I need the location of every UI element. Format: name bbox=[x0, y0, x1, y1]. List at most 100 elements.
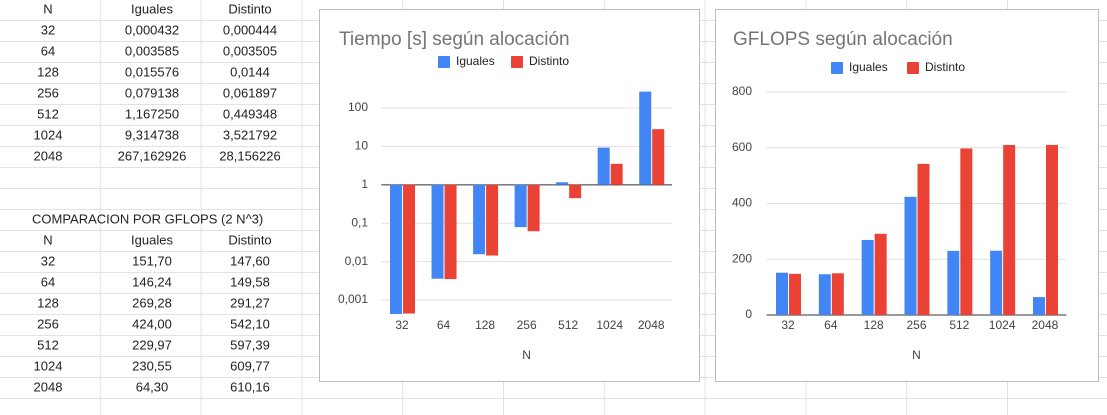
cell-text[interactable]: 3,521792 bbox=[223, 127, 277, 142]
bar[interactable] bbox=[390, 184, 403, 315]
y-tick-label: 0,01 bbox=[345, 254, 369, 268]
bar[interactable] bbox=[960, 148, 973, 315]
bar[interactable] bbox=[527, 184, 540, 232]
bar[interactable] bbox=[1045, 144, 1058, 315]
x-tick-label: 256 bbox=[906, 318, 926, 332]
cell-text[interactable]: 267,162926 bbox=[118, 148, 187, 163]
cell-text[interactable]: 1024 bbox=[34, 358, 63, 373]
table-title[interactable]: COMPARACION POR GFLOPS (2 N^3) bbox=[32, 211, 263, 226]
cell-text[interactable]: 0,003505 bbox=[223, 43, 277, 58]
x-tick-label: 1024 bbox=[989, 318, 1016, 332]
legend-label[interactable]: Distinto bbox=[529, 54, 569, 68]
cell-text[interactable]: Iguales bbox=[131, 1, 173, 16]
cell-text[interactable]: 512 bbox=[37, 106, 59, 121]
cell-text[interactable]: 147,60 bbox=[230, 253, 270, 268]
cell-text[interactable]: 9,314738 bbox=[125, 127, 179, 142]
bar[interactable] bbox=[569, 184, 582, 199]
legend-swatch[interactable] bbox=[511, 56, 523, 68]
cell-text[interactable]: 609,77 bbox=[230, 358, 270, 373]
cell-text[interactable]: 424,00 bbox=[132, 316, 172, 331]
chart-frame[interactable] bbox=[319, 9, 700, 382]
bar[interactable] bbox=[639, 91, 652, 185]
bar[interactable] bbox=[473, 184, 486, 255]
bar[interactable] bbox=[861, 239, 874, 315]
cell-text[interactable]: 2048 bbox=[34, 379, 63, 394]
cell-text[interactable]: Distinto bbox=[228, 232, 271, 247]
bar[interactable] bbox=[990, 250, 1003, 315]
legend-label[interactable]: Iguales bbox=[849, 60, 888, 74]
x-tick-label: 2048 bbox=[638, 318, 665, 332]
cell-text[interactable]: N bbox=[43, 1, 52, 16]
cell-text[interactable]: 1024 bbox=[34, 127, 63, 142]
x-tick-label: 1024 bbox=[596, 318, 623, 332]
cell-text[interactable]: 230,55 bbox=[132, 358, 172, 373]
bar[interactable] bbox=[904, 196, 917, 315]
cell-text[interactable]: N bbox=[43, 232, 52, 247]
cell-text[interactable]: 2048 bbox=[34, 148, 63, 163]
x-tick-label: 64 bbox=[824, 318, 838, 332]
legend-swatch[interactable] bbox=[907, 62, 919, 74]
bar[interactable] bbox=[652, 129, 665, 185]
x-tick-label: 2048 bbox=[1032, 318, 1059, 332]
bar[interactable] bbox=[444, 184, 457, 280]
x-tick-label: 32 bbox=[395, 318, 409, 332]
cell-text[interactable]: 269,28 bbox=[132, 295, 172, 310]
cell-text[interactable]: 597,39 bbox=[230, 337, 270, 352]
cell-text[interactable]: Iguales bbox=[131, 232, 173, 247]
cell-text[interactable]: 1,167250 bbox=[125, 106, 179, 121]
bar[interactable] bbox=[431, 184, 444, 279]
cell-text[interactable]: 542,10 bbox=[230, 316, 270, 331]
legend-swatch[interactable] bbox=[438, 56, 450, 68]
bar[interactable] bbox=[610, 163, 623, 185]
bar[interactable] bbox=[597, 147, 610, 185]
cell-text[interactable]: 291,27 bbox=[230, 295, 270, 310]
cell-text[interactable]: 28,156226 bbox=[219, 148, 280, 163]
bar[interactable] bbox=[556, 182, 569, 185]
cell-text[interactable]: 146,24 bbox=[132, 274, 172, 289]
x-tick-label: 512 bbox=[558, 318, 578, 332]
bar[interactable] bbox=[789, 273, 802, 315]
y-tick-label: 800 bbox=[732, 84, 752, 98]
cell-text[interactable]: 0,015576 bbox=[125, 64, 179, 79]
cell-text[interactable]: 256 bbox=[37, 85, 59, 100]
cell-text[interactable]: 149,58 bbox=[230, 274, 270, 289]
cell-text[interactable]: 128 bbox=[37, 64, 59, 79]
bar[interactable] bbox=[831, 273, 844, 315]
bar[interactable] bbox=[1032, 297, 1045, 315]
cell-text[interactable]: Distinto bbox=[228, 1, 271, 16]
bar[interactable] bbox=[486, 184, 499, 256]
cell-text[interactable]: 0,0144 bbox=[230, 64, 270, 79]
chart-title: GFLOPS según alocación bbox=[733, 29, 953, 50]
cell-text[interactable]: 32 bbox=[41, 22, 55, 37]
bar[interactable] bbox=[947, 250, 960, 315]
cell-text[interactable]: 0,000444 bbox=[223, 22, 277, 37]
cell-text[interactable]: 0,000432 bbox=[125, 22, 179, 37]
bar[interactable] bbox=[1003, 145, 1016, 315]
cell-text[interactable]: 610,16 bbox=[230, 379, 270, 394]
bar[interactable] bbox=[776, 272, 789, 315]
cell-text[interactable]: 32 bbox=[41, 253, 55, 268]
bar[interactable] bbox=[874, 233, 887, 315]
cell-text[interactable]: 0,061897 bbox=[223, 85, 277, 100]
cell-text[interactable]: 0,003585 bbox=[125, 43, 179, 58]
cell-text[interactable]: 256 bbox=[37, 316, 59, 331]
legend-label[interactable]: Distinto bbox=[925, 60, 965, 74]
bar[interactable] bbox=[818, 274, 831, 315]
cell-text[interactable]: 64 bbox=[41, 274, 55, 289]
cell-text[interactable]: 64 bbox=[41, 43, 55, 58]
cell-text[interactable]: 0,449348 bbox=[223, 106, 277, 121]
y-tick-label: 600 bbox=[732, 140, 752, 154]
cell-text[interactable]: 64,30 bbox=[136, 379, 169, 394]
cell-text[interactable]: 512 bbox=[37, 337, 59, 352]
bar[interactable] bbox=[403, 184, 416, 314]
cell-text[interactable]: 128 bbox=[37, 295, 59, 310]
bar[interactable] bbox=[514, 184, 527, 228]
cell-text[interactable]: 229,97 bbox=[132, 337, 172, 352]
legend-swatch[interactable] bbox=[831, 62, 843, 74]
legend-label[interactable]: Iguales bbox=[456, 54, 495, 68]
bar[interactable] bbox=[917, 163, 930, 315]
cell-text[interactable]: 151,70 bbox=[132, 253, 172, 268]
y-tick-label: 0,1 bbox=[351, 215, 368, 229]
cell-text[interactable]: 0,079138 bbox=[125, 85, 179, 100]
